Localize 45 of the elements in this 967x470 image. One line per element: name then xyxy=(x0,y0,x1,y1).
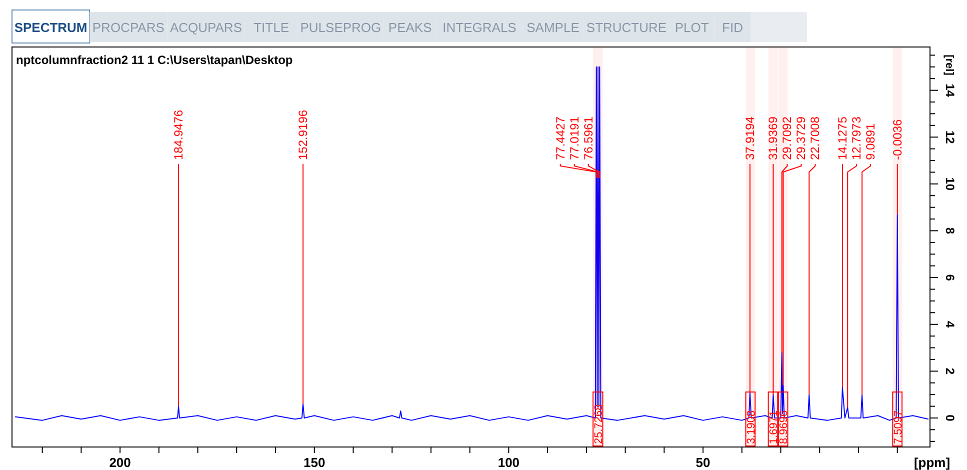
y-tick-label: 6 xyxy=(943,274,957,282)
y-tick-label: 0 xyxy=(943,414,957,422)
text: PULSEPROG xyxy=(300,20,382,35)
annotation: 29.7092 xyxy=(780,116,794,160)
text: SAMPLE xyxy=(526,20,580,35)
band-label: 7.5097 xyxy=(892,410,904,444)
text: nptcolumnfraction2 11 1 C:\Users\tapan\Desktop xyxy=(16,53,293,67)
text: INTEGRALS xyxy=(442,20,517,35)
text: SPECTRUM xyxy=(14,20,88,35)
text: PROCPARS xyxy=(92,20,165,35)
y-tick-label: 4 xyxy=(943,321,957,328)
band-label: 1.6971 xyxy=(768,410,780,444)
band-label: 25.7268 xyxy=(592,404,605,444)
annotation: 29.3729 xyxy=(794,116,808,160)
x-tick-label: 150 xyxy=(304,455,326,470)
annotation: 22.7008 xyxy=(808,116,822,160)
text: ACQUPARS xyxy=(170,20,242,35)
x-tick-label: 100 xyxy=(498,455,520,470)
x-axis-title: [ppm] xyxy=(914,455,950,470)
y-tick-label: 8 xyxy=(943,227,957,234)
band-label: 3.1908 xyxy=(745,410,758,444)
x-tick-label: 200 xyxy=(109,455,131,470)
text: FID xyxy=(722,20,743,35)
x-tick-label: 50 xyxy=(696,455,710,470)
annotation: 31.9369 xyxy=(766,116,780,160)
band-label: 8.9696 xyxy=(778,410,790,444)
text: PLOT xyxy=(674,20,709,35)
y-tick-label: 14 xyxy=(943,84,957,98)
annotation: 77.0191 xyxy=(567,116,582,160)
y-tick-label: 2 xyxy=(943,368,957,375)
annotation: 12.7973 xyxy=(849,116,864,160)
text: STRUCTURE xyxy=(586,20,667,35)
annotation: 9.0891 xyxy=(863,122,878,160)
annotation: 76.5961 xyxy=(581,116,596,160)
annotation: 184.9476 xyxy=(172,110,186,160)
annotation: 152.9196 xyxy=(296,110,310,160)
y-tick-label: 12 xyxy=(943,130,957,144)
y-tick-label: 10 xyxy=(943,177,957,191)
y-axis-title: [rel] xyxy=(943,54,955,76)
text: PEAKS xyxy=(388,20,432,35)
text: TITLE xyxy=(254,20,290,35)
annotation: -0.0036 xyxy=(890,118,904,160)
annotation: 77.4427 xyxy=(553,116,568,160)
annotation: 37.9194 xyxy=(742,116,757,160)
annotation: 14.1275 xyxy=(835,116,850,160)
